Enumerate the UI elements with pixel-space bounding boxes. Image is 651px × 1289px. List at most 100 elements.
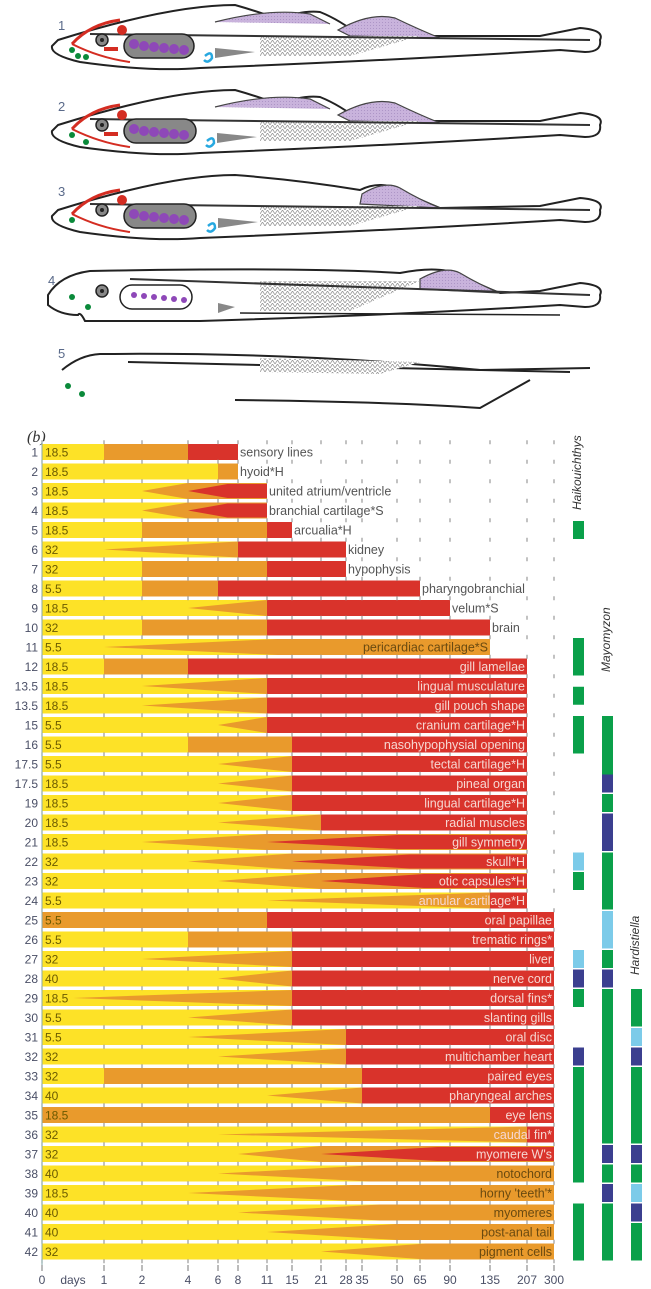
row-value: 32 xyxy=(45,953,59,967)
species-segment-present xyxy=(573,872,584,890)
row-value: 18.5 xyxy=(45,602,69,616)
table-row xyxy=(42,756,527,772)
gill-pouches xyxy=(123,33,195,59)
row-value: 5.5 xyxy=(45,738,62,752)
row-rank: 33 xyxy=(25,1070,39,1084)
row-rank: 16 xyxy=(25,738,39,752)
table-row xyxy=(42,697,527,714)
species-segment-present xyxy=(602,716,613,783)
phase3-wedge xyxy=(292,854,527,869)
species-segment-present xyxy=(602,1164,613,1183)
table-row xyxy=(42,990,554,1006)
phase3-bar xyxy=(292,970,554,987)
species-segment-light xyxy=(573,852,584,871)
phase3-bar xyxy=(267,717,527,733)
species-label: Haikouichthys xyxy=(570,435,584,510)
table-row xyxy=(42,502,267,519)
phase3-bar xyxy=(292,1009,554,1026)
table-row xyxy=(42,1048,554,1065)
row-label: liver xyxy=(529,953,552,967)
row-rank: 4 xyxy=(31,504,38,518)
row-label: skull*H xyxy=(486,855,525,869)
row-label: arcualia*H xyxy=(294,524,352,538)
row-rank: 2 xyxy=(31,465,38,479)
row-label: hyoid*H xyxy=(240,465,284,479)
x-tick-label: 65 xyxy=(413,1273,427,1287)
row-label: brain xyxy=(492,621,520,635)
table-row xyxy=(42,639,490,655)
species-segment-dark xyxy=(602,813,613,851)
species-segment-present xyxy=(573,1067,584,1183)
row-rank: 37 xyxy=(25,1148,39,1162)
phase2-wedge xyxy=(267,1224,554,1240)
row-rank: 5 xyxy=(31,524,38,538)
table-row xyxy=(42,1146,554,1162)
row-value: 40 xyxy=(45,1167,59,1181)
fish-stage-1: 1 xyxy=(50,3,602,71)
phase3-wedge xyxy=(267,835,527,849)
phase3-bar xyxy=(321,814,527,831)
row-value: 18.5 xyxy=(45,699,69,713)
table-row xyxy=(42,853,527,870)
table-row xyxy=(42,912,554,928)
row-value: 5.5 xyxy=(45,719,62,733)
phase3-bar xyxy=(490,892,527,909)
row-rank: 10 xyxy=(25,621,39,635)
stage-number: 2 xyxy=(58,99,65,114)
fish-stage-4: 4 xyxy=(47,268,602,322)
table-row xyxy=(42,580,420,597)
row-label: united atrium/ventricle xyxy=(269,485,391,499)
row-value: 40 xyxy=(45,1089,59,1103)
row-value: 18.5 xyxy=(45,797,69,811)
stage-number: 3 xyxy=(58,184,65,199)
row-rank: 40 xyxy=(25,1206,39,1220)
phase3-bar xyxy=(267,678,527,694)
phase3-wedge xyxy=(321,874,527,888)
row-label: otic capsules*H xyxy=(439,875,525,889)
phase3-bar xyxy=(267,561,346,577)
row-rank: 36 xyxy=(25,1128,39,1142)
row-value: 5.5 xyxy=(45,641,62,655)
row-value: 18.5 xyxy=(45,836,69,850)
row-rank: 19 xyxy=(25,797,39,811)
table-row xyxy=(42,892,527,909)
row-label: horny 'teeth'* xyxy=(480,1187,552,1201)
row-value: 18.5 xyxy=(45,660,69,674)
species-segment-dark xyxy=(631,1145,642,1163)
species-segment-present xyxy=(602,1203,613,1261)
row-rank: 12 xyxy=(25,660,39,674)
row-label: gill lamellae xyxy=(460,660,525,674)
row-label: pericardiac cartilage*S xyxy=(363,641,488,655)
row-label: branchial cartilage*S xyxy=(269,504,384,518)
species-segment-present xyxy=(573,716,584,754)
species-segment-present xyxy=(631,1223,642,1261)
species-segment-light xyxy=(631,1184,642,1202)
table-row xyxy=(42,736,527,753)
row-rank: 3 xyxy=(31,485,38,499)
row-rank: 20 xyxy=(25,816,39,830)
table-row xyxy=(42,1126,554,1143)
species-segment-present xyxy=(573,686,584,705)
row-value: 40 xyxy=(45,972,59,986)
row-value: 5.5 xyxy=(45,894,62,908)
stage-number: 5 xyxy=(58,346,65,361)
table-row xyxy=(42,1165,554,1182)
row-value: 32 xyxy=(45,621,59,635)
row-label: paired eyes xyxy=(487,1070,552,1084)
table-row xyxy=(42,600,450,616)
species-segment-present xyxy=(573,989,584,1007)
table-row xyxy=(42,1243,554,1260)
x-tick-label: 28 xyxy=(339,1273,353,1287)
row-label: oral disc xyxy=(505,1031,552,1045)
row-value: 5.5 xyxy=(45,1031,62,1045)
row-rank: 13.5 xyxy=(15,699,39,713)
row-label: oral papillae xyxy=(485,914,552,928)
row-label: myomere W's xyxy=(476,1148,552,1162)
table-row xyxy=(42,814,527,831)
row-rank: 41 xyxy=(25,1226,39,1240)
species-segment-present xyxy=(602,950,613,968)
row-rank: 17.5 xyxy=(15,758,39,772)
row-value: 18.5 xyxy=(45,680,69,694)
table-row xyxy=(42,561,346,577)
species-segment-present xyxy=(631,989,642,1027)
